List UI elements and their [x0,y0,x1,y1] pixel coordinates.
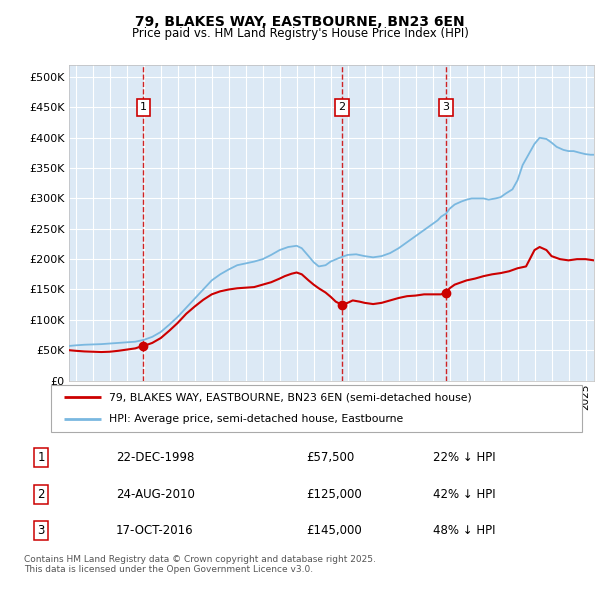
Text: 48% ↓ HPI: 48% ↓ HPI [433,525,495,537]
Text: 42% ↓ HPI: 42% ↓ HPI [433,487,496,501]
FancyBboxPatch shape [51,385,582,432]
Text: 22% ↓ HPI: 22% ↓ HPI [433,451,496,464]
Text: 2: 2 [37,487,45,501]
Text: £145,000: £145,000 [306,525,362,537]
Text: HPI: Average price, semi-detached house, Eastbourne: HPI: Average price, semi-detached house,… [109,414,404,424]
Text: 1: 1 [37,451,45,464]
Text: 22-DEC-1998: 22-DEC-1998 [116,451,194,464]
Text: Price paid vs. HM Land Registry's House Price Index (HPI): Price paid vs. HM Land Registry's House … [131,27,469,40]
Text: £57,500: £57,500 [306,451,354,464]
Text: 3: 3 [443,103,449,112]
Text: 24-AUG-2010: 24-AUG-2010 [116,487,195,501]
Text: 1: 1 [140,103,147,112]
Text: 79, BLAKES WAY, EASTBOURNE, BN23 6EN: 79, BLAKES WAY, EASTBOURNE, BN23 6EN [135,15,465,29]
Text: Contains HM Land Registry data © Crown copyright and database right 2025.
This d: Contains HM Land Registry data © Crown c… [24,555,376,574]
Text: 2: 2 [338,103,345,112]
Text: 3: 3 [37,525,45,537]
Text: £125,000: £125,000 [306,487,362,501]
Text: 79, BLAKES WAY, EASTBOURNE, BN23 6EN (semi-detached house): 79, BLAKES WAY, EASTBOURNE, BN23 6EN (se… [109,392,472,402]
Text: 17-OCT-2016: 17-OCT-2016 [116,525,194,537]
